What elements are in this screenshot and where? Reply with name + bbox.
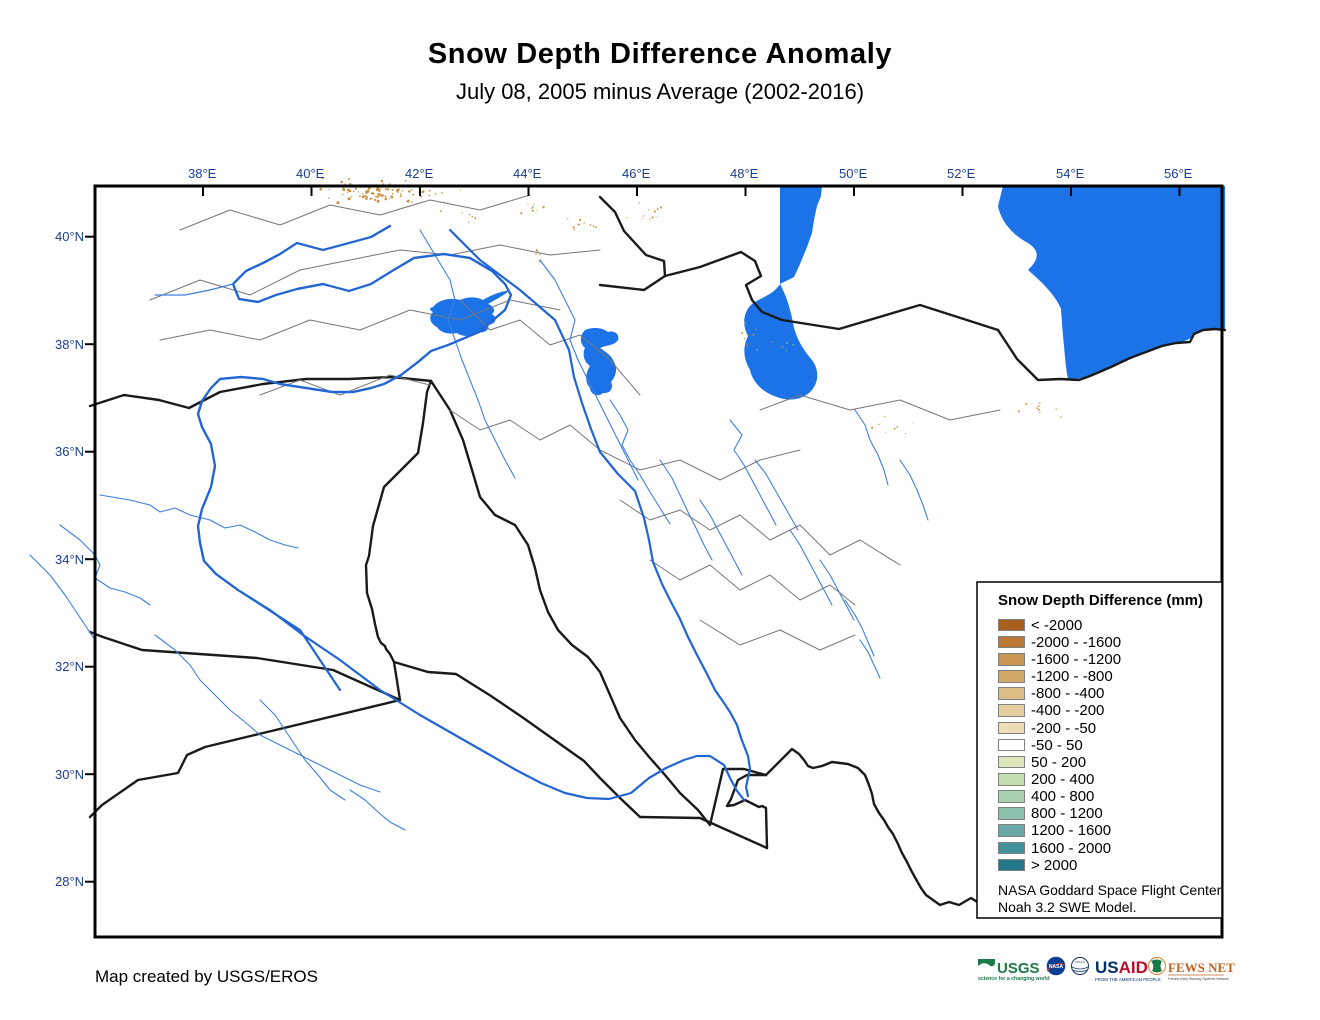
svg-text:Famine Early Warning Systems N: Famine Early Warning Systems Network xyxy=(1168,977,1229,981)
svg-text:FROM THE AMERICAN PEOPLE: FROM THE AMERICAN PEOPLE xyxy=(1095,977,1161,982)
svg-text:FEWS NET: FEWS NET xyxy=(1168,960,1235,975)
svg-text:USGS: USGS xyxy=(997,960,1040,977)
svg-text:USAID: USAID xyxy=(1095,958,1148,977)
svg-text:science for a changing world: science for a changing world xyxy=(978,976,1050,982)
svg-text:NASA: NASA xyxy=(1049,964,1064,970)
svg-text:NOAA: NOAA xyxy=(1075,960,1085,964)
